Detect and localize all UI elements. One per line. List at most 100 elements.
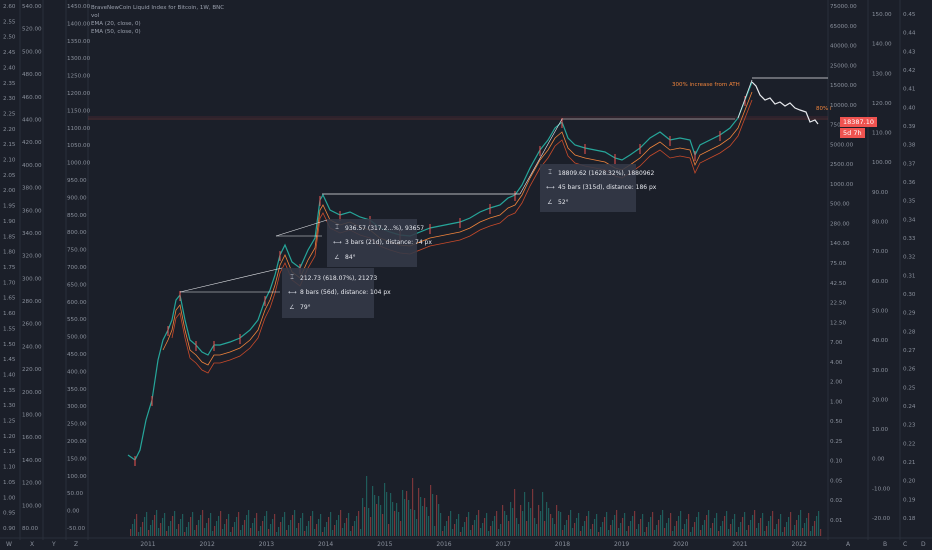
axis-main-tick: 42.50	[830, 281, 846, 287]
volume-bar	[490, 526, 492, 536]
volume-bar	[482, 523, 484, 536]
volume-bar	[296, 528, 298, 536]
volume-bar	[590, 529, 592, 536]
volume-bar	[354, 521, 356, 536]
axis-a-tick: 70.00	[872, 249, 888, 255]
volume-bar	[728, 529, 730, 536]
volume-bar	[406, 491, 408, 536]
volume-bar	[680, 511, 682, 536]
axis-x-tick: 300.00	[22, 276, 42, 282]
measure-box-1[interactable]: ⌶ 212.73 (618.07%), 21273 ⟷ 8 bars (56d), …	[282, 268, 391, 318]
axis-z-tick: 700.00	[67, 265, 87, 271]
volume-bar	[758, 523, 760, 536]
axis-x-tick: 120.00	[22, 481, 42, 487]
volume-bar	[440, 513, 442, 536]
volume-bar	[286, 530, 288, 536]
volume-bar	[596, 514, 598, 536]
volume-bar	[582, 526, 584, 536]
volume-bar	[320, 514, 322, 536]
volume-bar	[416, 519, 418, 536]
volume-bar	[408, 500, 410, 536]
volume-bar	[344, 523, 346, 536]
axis-a-tick: 20.00	[872, 397, 888, 403]
volume-bar	[586, 516, 588, 536]
axis-b-tick: 0.18	[903, 516, 916, 522]
measure-box-2[interactable]: ⌶ 936.57 (317.2...%), 93657 ⟷ 3 bars (21d)…	[327, 219, 432, 267]
volume-bar	[678, 516, 680, 536]
legend-ema20: EMA (20, close, 0)	[91, 21, 141, 27]
volume-bar	[714, 518, 716, 536]
volume-bar	[450, 511, 452, 536]
volume-bar	[498, 529, 500, 536]
volume-bar	[190, 517, 192, 536]
volume-bar	[444, 526, 446, 536]
chart-legend: BraveNewCoin Liquid Index for Bitcoin, 1…	[91, 4, 224, 36]
volume-bar	[396, 503, 398, 536]
volume-bar	[322, 532, 324, 536]
axis-b-tick: 0.38	[903, 143, 916, 149]
volume-bar	[412, 478, 414, 536]
volume-bar	[634, 511, 636, 536]
volume-bar	[146, 512, 148, 536]
volume-bar	[554, 524, 556, 536]
axis-z-tick: 500.00	[67, 335, 87, 341]
volume-bar	[246, 515, 248, 536]
axis-w-tick: 1.35	[3, 388, 16, 394]
legend-title: BraveNewCoin Liquid Index for Bitcoin, 1…	[91, 5, 225, 11]
volume-bar	[766, 526, 768, 536]
volume-bar	[492, 521, 494, 536]
volume-bar	[506, 515, 508, 536]
volume-bar	[400, 521, 402, 536]
volume-bar	[394, 511, 396, 536]
axis-b-tick: 0.22	[903, 441, 915, 447]
volume-bar	[672, 531, 674, 536]
volume-bar	[530, 508, 532, 536]
axis-x-tick: 480.00	[22, 72, 42, 78]
angle-icon: ∠	[289, 304, 295, 311]
volume-bar	[208, 518, 210, 536]
volume-bar	[316, 524, 318, 536]
volume-bar	[336, 520, 338, 536]
axis-x-tick: 340.00	[22, 231, 42, 237]
volume-bar	[674, 526, 676, 536]
volume-bar	[402, 490, 404, 536]
volume-bar	[692, 527, 694, 536]
volume-bar	[572, 528, 574, 536]
ema-20-line	[162, 91, 753, 366]
volume-bar	[478, 510, 480, 536]
axis-z-tick: 1150.00	[67, 108, 91, 114]
volume-bar	[740, 522, 742, 536]
x-tick-label: 2014	[318, 541, 333, 548]
volume-bar	[548, 508, 550, 536]
axis-x-tick: 240.00	[22, 344, 42, 350]
axis-w-tick: 1.05	[3, 480, 16, 486]
measure-box-3[interactable]: ⌶ 18809.62 (1628.32%), 1880962 ⟷ 45 bars (…	[540, 164, 656, 212]
volume-bar	[730, 524, 732, 536]
volume-bar	[156, 510, 158, 536]
axis-main-tick: 5000.00	[830, 142, 854, 148]
volume-bar	[188, 522, 190, 536]
volume-bar	[546, 502, 548, 536]
volume-bar	[544, 521, 546, 536]
volume-bar	[734, 514, 736, 536]
volume-bar	[228, 514, 230, 536]
axis-a-tick: 110.00	[872, 131, 892, 137]
axis-w-tick: 2.00	[3, 188, 16, 194]
angle-icon: ∠	[547, 199, 553, 206]
volume-bar	[130, 529, 132, 536]
axis-main-tick: 280.00	[830, 221, 850, 227]
volume-bar	[594, 519, 596, 536]
volume-bar	[290, 520, 292, 536]
bars-range-icon: ⟷	[546, 184, 555, 191]
axis-x-tick: 460.00	[22, 95, 42, 101]
axis-b-tick: 0.32	[903, 255, 915, 261]
axis-main-tick: 75000.00	[830, 4, 857, 10]
volume-bar	[616, 510, 618, 536]
axis-w-tick: 2.35	[3, 81, 16, 87]
volume-bar	[140, 527, 142, 536]
volume-bar	[250, 528, 252, 536]
volume-bar	[424, 498, 426, 536]
volume-bar	[540, 511, 542, 536]
axis-x-tick: 220.00	[22, 367, 42, 373]
volume-bar	[288, 525, 290, 536]
